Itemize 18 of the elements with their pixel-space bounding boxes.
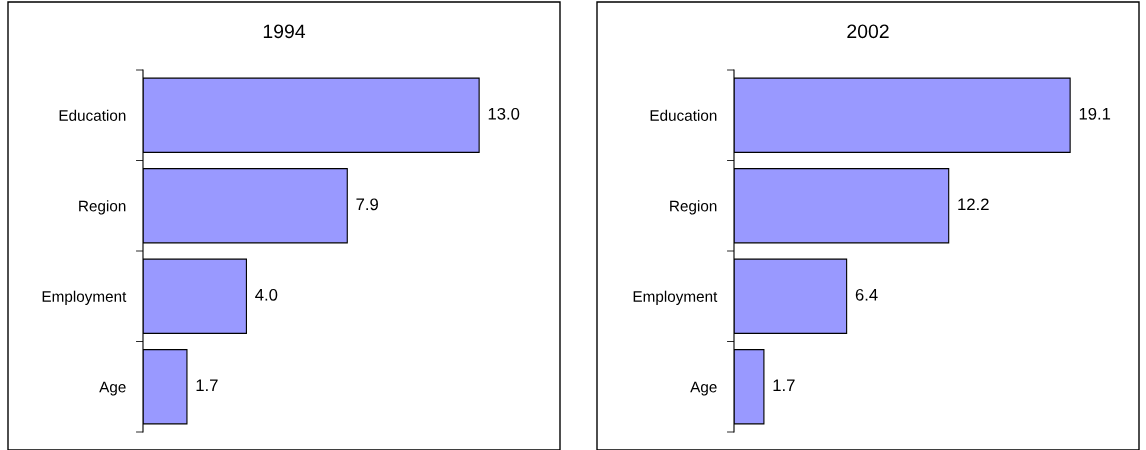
data-label: 13.0 xyxy=(488,107,520,120)
data-label: 6.4 xyxy=(855,288,878,301)
y-tick-label: Education xyxy=(59,109,126,121)
chart-title: 1994 xyxy=(263,24,306,39)
y-tick-label: Employment xyxy=(42,290,127,305)
y-tick-label: Age xyxy=(99,381,126,396)
y-tick-label: Region xyxy=(670,200,717,215)
data-label: 1.7 xyxy=(773,379,795,392)
y-tick-label: Education xyxy=(650,109,717,121)
y-tick-label: Age xyxy=(690,381,717,396)
data-label: 1.7 xyxy=(196,379,218,392)
data-label: 12.2 xyxy=(958,198,989,211)
data-label: 7.9 xyxy=(356,198,378,211)
data-label: 4.0 xyxy=(255,288,278,301)
data-label: 19.1 xyxy=(1079,107,1111,120)
chart-title: 2002 xyxy=(847,24,889,39)
y-tick-label: Employment xyxy=(633,290,718,305)
y-tick-label: Region xyxy=(79,200,126,215)
